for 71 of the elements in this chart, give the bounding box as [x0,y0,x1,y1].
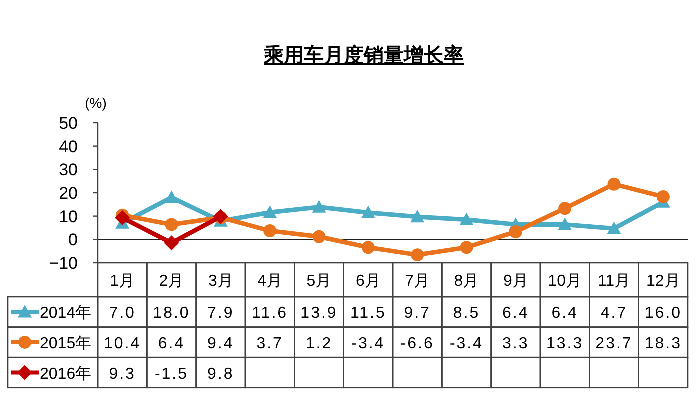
data-label: 6.4 [552,305,578,322]
point [264,224,277,238]
x-tick-label: 3月 [208,273,234,290]
point [460,241,474,254]
x-tick-label: 4月 [258,273,283,290]
point [509,225,522,238]
point [263,206,278,218]
point [164,190,179,204]
y-tick-label: 10 [59,207,78,226]
data-label: 9.8 [208,366,234,383]
point [362,241,375,254]
point [361,206,376,218]
legend-label: 2015年 [40,335,92,352]
data-label: 1.2 [306,335,333,352]
x-tick-label: 12月 [646,273,680,290]
data-label: 9.4 [208,335,234,352]
data-label: -3.4 [450,335,484,352]
y-tick-label: 30 [59,160,78,180]
data-label: 3.3 [502,335,530,352]
y-tick-label: 0 [68,230,78,250]
point [656,190,670,204]
data-label: 16.0 [644,305,682,322]
legend-label: 2014年 [40,305,92,322]
x-tick-label: 1月 [110,273,136,290]
data-label: 6.4 [502,305,530,322]
x-tick-label: 9月 [503,273,528,290]
point [460,212,474,226]
x-tick-label: 10月 [548,273,582,290]
point [558,218,572,230]
x-tick-label: 2月 [159,273,184,290]
y-tick-label: 20 [59,184,78,203]
data-label: 6.4 [158,335,186,352]
point [608,178,621,191]
point [164,236,180,251]
y-tick-label: 40 [59,137,78,156]
x-tick-label: 6月 [356,273,381,290]
y-tick-label: −10 [49,254,78,273]
point [165,218,178,232]
data-label: 3.7 [256,335,284,352]
data-label: 11.6 [252,305,288,322]
data-label: 18.3 [644,335,682,352]
x-tick-label: 8月 [454,273,480,290]
data-label: 13.3 [546,335,584,352]
data-label: 7.0 [109,305,136,322]
data-label: 23.7 [596,335,633,352]
point [312,230,326,244]
point [607,222,622,234]
data-label: -6.6 [400,335,434,352]
data-label: -3.4 [352,335,386,352]
data-label: 18.0 [153,305,190,322]
x-tick-label: 11月 [598,273,631,290]
point [411,248,424,262]
y-tick-label: 50 [59,114,78,133]
data-label: -1.5 [154,366,189,383]
data-label: 4.7 [600,305,628,322]
x-tick-label: 7月 [405,273,430,290]
point [410,210,425,223]
data-label: 8.5 [453,305,480,322]
x-tick-label: 5月 [306,273,332,290]
data-label: 10.4 [104,335,142,352]
point [312,200,326,213]
data-label: 9.3 [109,366,136,383]
ylabel: (%) [85,95,107,111]
point [115,210,130,226]
data-label: 13.9 [300,305,338,322]
data-label: 11.5 [350,305,386,322]
data-label: 9.7 [404,305,431,322]
title: 乘用车月度销量增长率 [264,45,464,67]
point [558,202,572,216]
data-label: 7.9 [208,305,234,322]
legend-label: 2016年 [40,366,92,383]
